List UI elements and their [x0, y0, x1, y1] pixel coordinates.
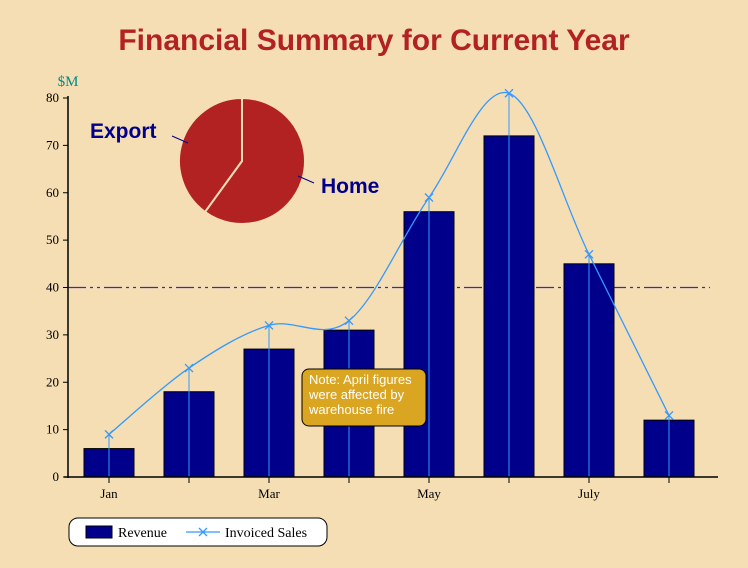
y-axis-label: $M	[58, 74, 79, 90]
pie-label-home: Home	[321, 175, 379, 198]
note-text-line: Note: April figures	[309, 372, 412, 387]
y-tick-label: 0	[53, 469, 60, 484]
pie-label-export: Export	[90, 120, 157, 143]
x-tick-label: Mar	[258, 486, 280, 501]
invoiced-sales-point	[264, 320, 274, 330]
chart-title: Financial Summary for Current Year	[118, 24, 630, 57]
note-text-line: were affected by	[308, 387, 405, 402]
x-tick-label: July	[578, 486, 600, 501]
x-tick-label: May	[417, 486, 441, 501]
y-tick-label: 80	[46, 90, 59, 105]
legend: Revenue Invoiced Sales	[68, 517, 328, 547]
invoiced-sales-point	[344, 316, 354, 326]
y-tick-label: 70	[46, 137, 59, 152]
legend-swatch-revenue	[85, 525, 113, 539]
y-tick-label: 40	[46, 280, 59, 295]
note-box	[301, 368, 427, 427]
pie-slice-home	[203, 96, 306, 225]
inset-pie: Export Home	[90, 96, 379, 225]
plot-layer: 0 10 20 30 40 50 60 70 80 Jan Mar May July	[46, 88, 718, 501]
invoiced-sales-point	[104, 429, 114, 439]
y-tick-label: 30	[46, 327, 59, 342]
y-tick-label: 20	[46, 374, 59, 389]
pie-leader-export	[171, 135, 189, 144]
y-tick-label: 60	[46, 185, 59, 200]
pie-slice-export	[178, 96, 243, 214]
invoiced-sales-point	[664, 410, 674, 420]
pie-leader-home	[297, 175, 315, 184]
x-tick-label: Jan	[100, 486, 118, 501]
legend-label-invoiced: Invoiced Sales	[225, 526, 307, 541]
y-tick-label: 50	[46, 232, 59, 247]
legend-marker-invoiced	[198, 527, 208, 537]
invoiced-sales-point	[424, 193, 434, 202]
invoiced-sales-point	[184, 363, 194, 373]
y-tick-label: 10	[46, 422, 59, 437]
note-text-line: warehouse fire	[308, 402, 394, 417]
invoiced-sales-point	[584, 249, 594, 259]
invoiced-sales-point	[504, 88, 514, 98]
legend-label-revenue: Revenue	[118, 526, 167, 541]
